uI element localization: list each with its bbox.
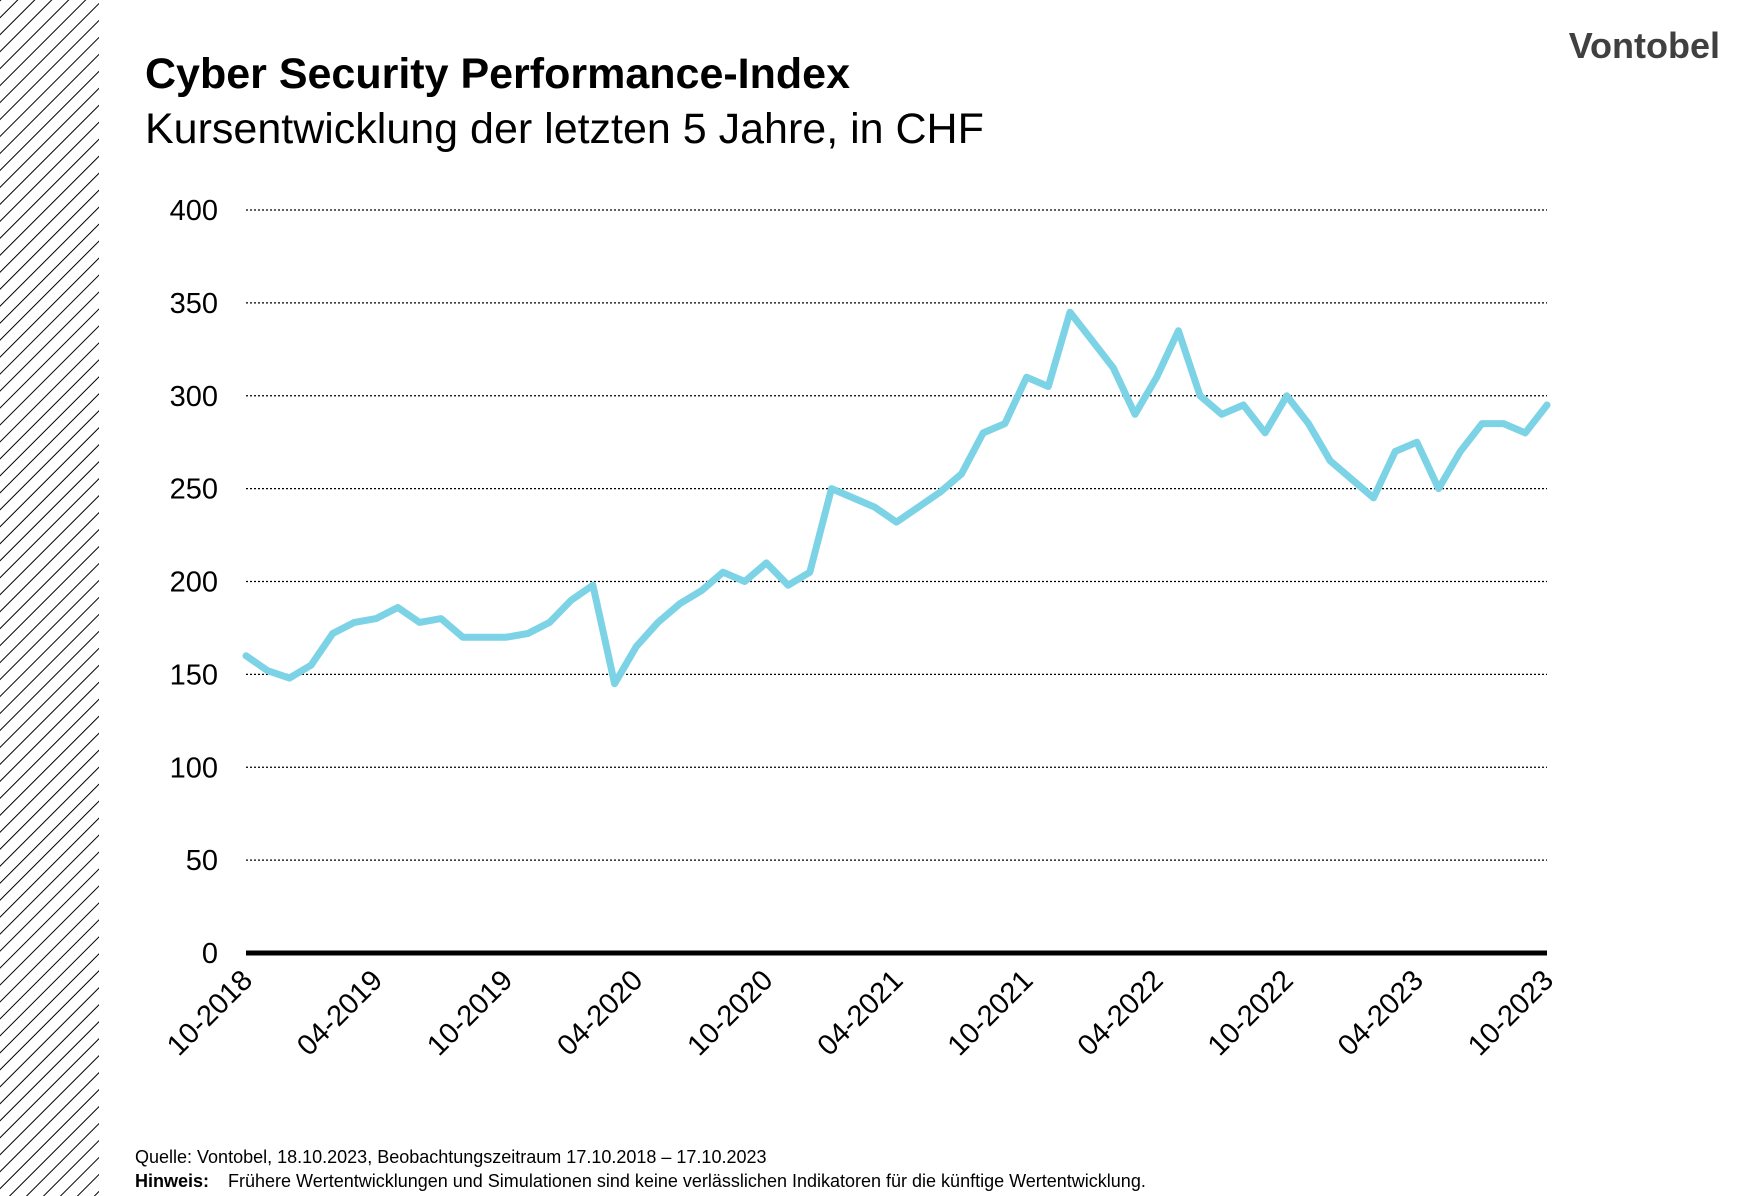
x-tick-label: 04-2023 bbox=[1332, 964, 1430, 1062]
y-tick-label: 100 bbox=[170, 752, 218, 784]
y-tick-label: 200 bbox=[170, 567, 218, 599]
y-tick-label: 250 bbox=[170, 474, 218, 506]
note-text: Frühere Wertentwicklungen und Simulation… bbox=[228, 1171, 1146, 1191]
chart-title: Cyber Security Performance-Index bbox=[145, 50, 850, 98]
x-tick-label: 04-2021 bbox=[812, 964, 910, 1062]
x-tick-label: 10-2022 bbox=[1202, 964, 1300, 1062]
y-tick-label: 300 bbox=[170, 381, 218, 413]
chart-subtitle: Kursentwicklung der letzten 5 Jahre, in … bbox=[145, 105, 984, 153]
source-note: Quelle: Vontobel, 18.10.2023, Beobachtun… bbox=[135, 1147, 767, 1167]
x-tick-label: 10-2023 bbox=[1462, 964, 1560, 1062]
hatch-strip bbox=[0, 0, 99, 1196]
x-tick-label: 04-2019 bbox=[291, 964, 389, 1062]
y-tick-label: 400 bbox=[170, 195, 218, 227]
y-tick-label: 0 bbox=[202, 938, 218, 970]
series-line bbox=[242, 308, 1551, 688]
x-tick-label: 10-2018 bbox=[161, 964, 259, 1062]
x-tick-label: 04-2020 bbox=[551, 964, 649, 1062]
y-tick-label: 50 bbox=[186, 845, 218, 877]
note-label: Hinweis: bbox=[135, 1171, 209, 1191]
y-tick-label: 350 bbox=[170, 288, 218, 320]
x-tick-label: 04-2022 bbox=[1072, 964, 1170, 1062]
x-tick-label: 10-2019 bbox=[421, 964, 519, 1062]
y-tick-label: 150 bbox=[170, 659, 218, 691]
x-tick-label: 10-2020 bbox=[681, 964, 779, 1062]
x-tick-label: 10-2021 bbox=[942, 964, 1040, 1062]
logo: Vontobel bbox=[1569, 25, 1720, 66]
